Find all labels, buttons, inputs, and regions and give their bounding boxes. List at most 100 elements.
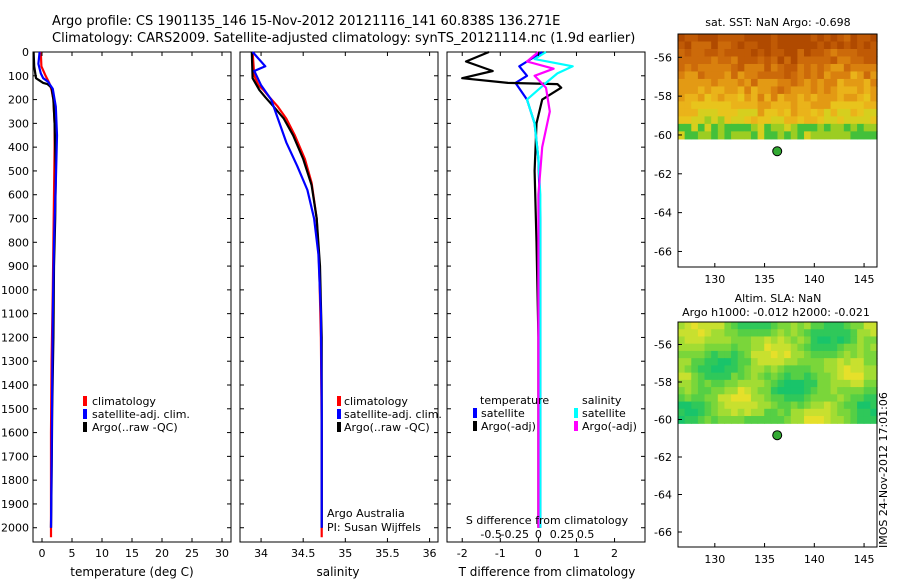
map-cell <box>744 416 752 424</box>
map-cell <box>764 394 772 403</box>
map-cell <box>823 350 832 359</box>
map-cell <box>750 108 759 117</box>
map-cell <box>737 56 745 65</box>
map-cell <box>830 394 838 403</box>
legend-label-satellite: satellite-adj. clim. <box>92 408 190 421</box>
map-cell <box>691 78 699 88</box>
map-cell <box>704 350 712 359</box>
map-cell <box>724 48 732 58</box>
map-cell <box>744 101 752 110</box>
map-cell <box>691 116 699 125</box>
difference-legend: temperature salinity satellite Argo(-adj… <box>473 394 637 433</box>
map-cell <box>731 71 739 80</box>
map-cell <box>684 322 692 330</box>
map-cell <box>797 56 805 65</box>
map-cell <box>810 86 818 95</box>
map-cell <box>678 394 686 403</box>
map-cell <box>757 41 765 50</box>
map-cell <box>810 93 818 102</box>
map-cell <box>850 387 858 395</box>
map-cell <box>843 78 852 88</box>
map-cell <box>737 365 745 374</box>
map-cell <box>770 394 779 403</box>
map-cell <box>711 93 719 102</box>
map-cell <box>750 56 759 65</box>
map-cell <box>784 350 792 359</box>
map-cell <box>744 387 752 395</box>
map-cell <box>804 336 812 345</box>
map-cell <box>817 336 825 345</box>
depth-tick-label: 1600 <box>1 427 29 440</box>
map-cell <box>777 93 785 102</box>
map-cell <box>711 343 719 352</box>
map-cell <box>711 56 719 65</box>
map-cell <box>790 358 798 366</box>
legend-label-t-argo: Argo(-adj) <box>481 420 536 433</box>
map-cell <box>684 108 692 117</box>
map-cell <box>697 408 706 417</box>
map-cell <box>784 48 792 58</box>
map-cell <box>790 131 798 140</box>
map-cell <box>797 343 805 352</box>
map-cell <box>850 343 858 352</box>
map-cell <box>724 358 732 366</box>
map-cell <box>717 41 726 50</box>
map-cell <box>837 394 845 403</box>
map-cell <box>857 93 865 102</box>
map-cell <box>717 329 726 338</box>
map-cell <box>744 379 752 388</box>
map-cell <box>790 329 798 338</box>
map-cell <box>817 365 825 374</box>
map-cell <box>843 131 852 140</box>
map-cell <box>737 78 745 88</box>
map-cell <box>850 408 858 417</box>
map-cell <box>697 336 706 345</box>
map-cell <box>797 116 805 125</box>
map-cell <box>744 34 752 43</box>
map-cell <box>850 41 858 50</box>
map-cell <box>770 86 779 95</box>
map-cell <box>817 63 825 73</box>
map-cell <box>724 365 732 374</box>
map-cell <box>870 401 878 410</box>
map-cell <box>684 379 692 388</box>
depth-tick-label: 200 <box>8 94 29 107</box>
map-cell <box>843 116 852 125</box>
map-cell <box>704 101 712 110</box>
map-cell <box>863 108 871 117</box>
map-cell <box>697 56 706 65</box>
map-cell <box>837 372 845 381</box>
map-cell <box>857 387 865 395</box>
map-cell <box>744 365 752 374</box>
map-cell <box>770 408 779 417</box>
map-cell <box>717 116 726 125</box>
map-cell <box>830 41 838 50</box>
map-cell <box>724 63 732 73</box>
map-cell <box>870 131 878 140</box>
map-cell <box>697 123 706 132</box>
map-cell <box>863 329 871 338</box>
map-cell <box>731 34 739 43</box>
map-cell <box>777 63 785 73</box>
map-cell <box>691 131 699 140</box>
map-cell <box>750 71 759 80</box>
map-cell <box>817 101 825 110</box>
map-cell <box>850 329 858 338</box>
map-cell <box>830 408 838 417</box>
map-cell <box>697 71 706 80</box>
map-cell <box>684 93 692 102</box>
map-cell <box>850 116 858 125</box>
map-cell <box>750 123 759 132</box>
map-cell <box>731 336 739 345</box>
salinity-legend: climatology satellite-adj. clim. Argo(..… <box>337 395 442 434</box>
map-cell <box>691 365 699 374</box>
map-cell <box>717 34 726 43</box>
map-cell <box>731 86 739 95</box>
map-cell <box>731 123 739 132</box>
map-cell <box>784 116 792 125</box>
sst-map-panel: sat. SST: NaN Argo: -0.698 130 135 140 145 -… <box>654 16 878 286</box>
map-cell <box>797 394 805 403</box>
map-cell <box>817 401 825 410</box>
map-cell <box>684 358 692 366</box>
map-cell <box>784 131 792 140</box>
